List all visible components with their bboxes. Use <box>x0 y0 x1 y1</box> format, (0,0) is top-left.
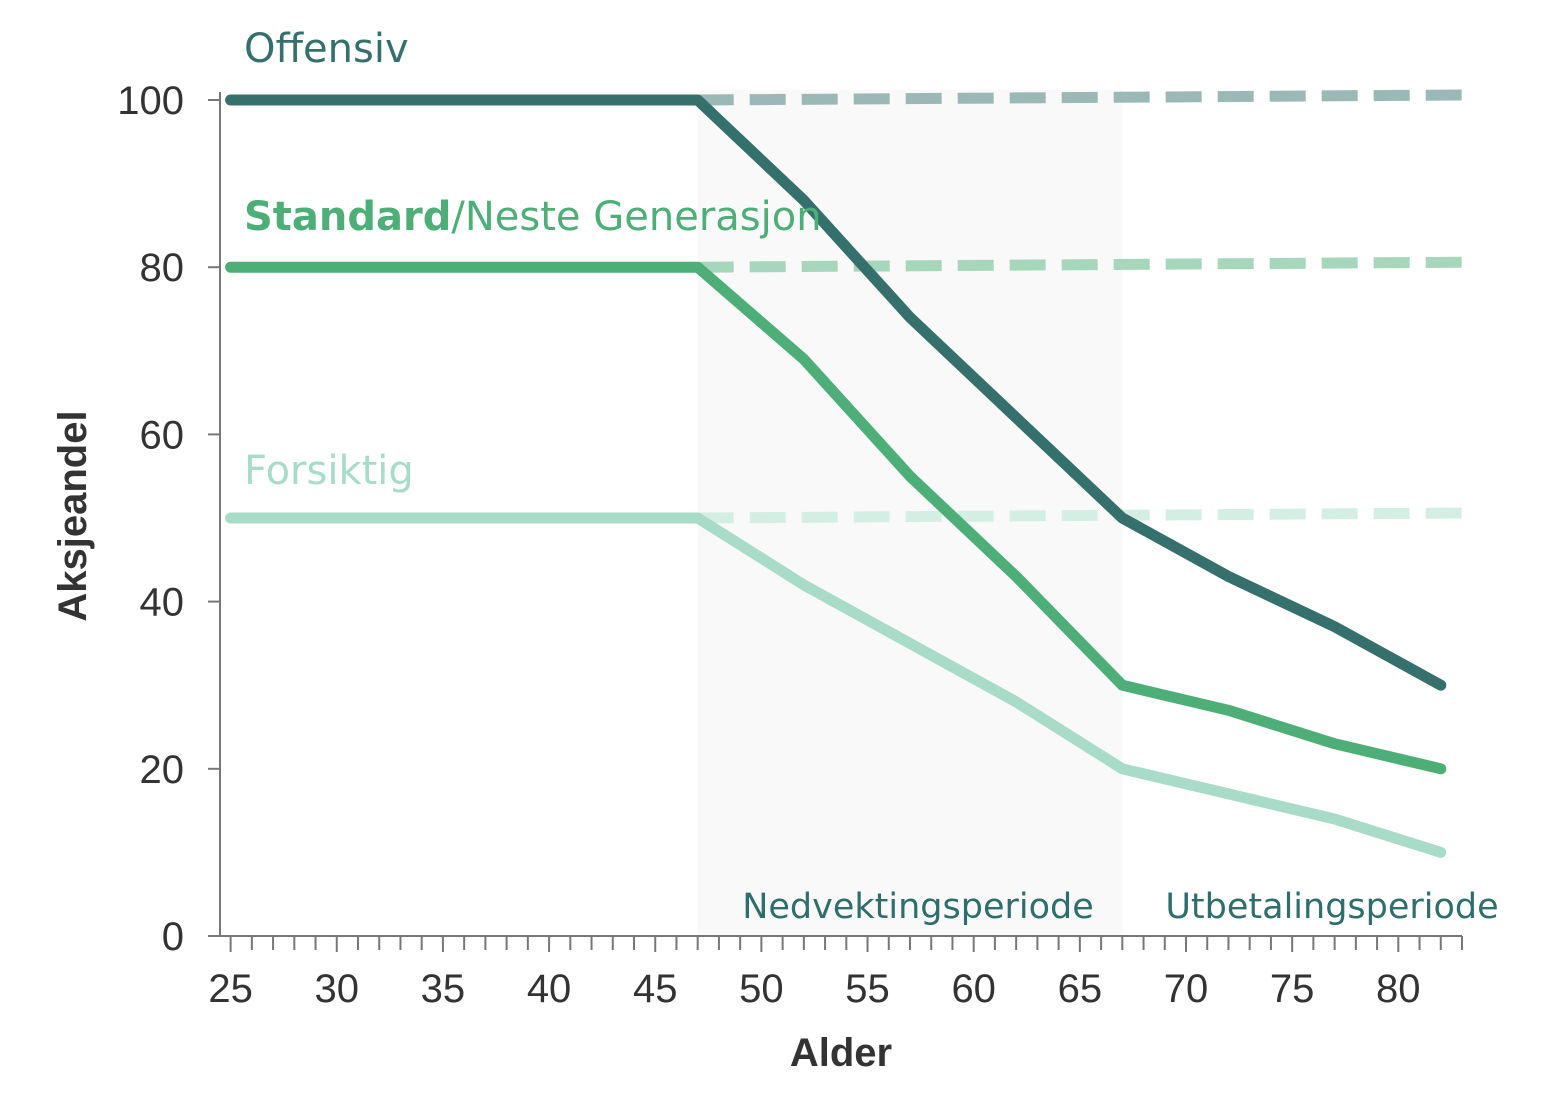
y-tick-label-100: 100 <box>117 79 184 123</box>
series-label-part-0-0: Offensiv <box>244 26 409 72</box>
x-tick-label-45: 45 <box>633 967 678 1011</box>
x-tick-label-55: 55 <box>845 967 890 1011</box>
series-label-part-2-0: Forsiktig <box>244 448 414 494</box>
dashed-line-0 <box>697 89 1463 106</box>
period-label-0: Nedvektingsperiode <box>742 887 1094 927</box>
dashed-line-1 <box>697 256 1463 273</box>
x-tick-label-70: 70 <box>1164 967 1209 1011</box>
series-label-1: Standard/Neste Generasjon <box>244 194 822 240</box>
y-tick-label-60: 60 <box>140 413 185 457</box>
y-tick-label-80: 80 <box>140 246 185 290</box>
series-line-1 <box>225 261 1447 775</box>
series-line-2 <box>225 512 1447 858</box>
series-line-0 <box>225 94 1447 691</box>
series-label-2: Forsiktig <box>244 448 414 494</box>
y-tick-label-20: 20 <box>140 748 185 792</box>
series-lines <box>225 94 1447 858</box>
period-label-1: Utbetalingsperiode <box>1165 887 1498 927</box>
x-tick-label-60: 60 <box>951 967 996 1011</box>
x-tick-label-80: 80 <box>1376 967 1421 1011</box>
x-tick-label-50: 50 <box>739 967 784 1011</box>
y-axis-title: Aksjeandel <box>51 410 95 621</box>
x-tick-label-25: 25 <box>208 967 253 1011</box>
dashed-line-2 <box>697 507 1463 524</box>
series-label-part-1-1: /Neste Generasjon <box>451 194 821 240</box>
y-tick-label-40: 40 <box>140 581 185 625</box>
x-tick-label-40: 40 <box>527 967 572 1011</box>
series-label-part-1-0: Standard <box>244 194 451 240</box>
dashed-reference-lines <box>697 89 1463 524</box>
labels: Offensiv Standard/Neste Generasjon Forsikt… <box>244 26 1499 927</box>
axes: 0 20 40 60 80 100 25 30 35 40 45 50 55 60 65 70 75 80 Alde… <box>51 79 1463 1075</box>
x-axis-title: Alder <box>790 1031 892 1075</box>
x-tick-label-75: 75 <box>1270 967 1315 1011</box>
x-tick-label-30: 30 <box>315 967 360 1011</box>
y-tick-label-0: 0 <box>162 915 184 959</box>
x-tick-label-35: 35 <box>421 967 466 1011</box>
series-label-0: Offensiv <box>244 26 409 72</box>
x-tick-label-65: 65 <box>1058 967 1103 1011</box>
